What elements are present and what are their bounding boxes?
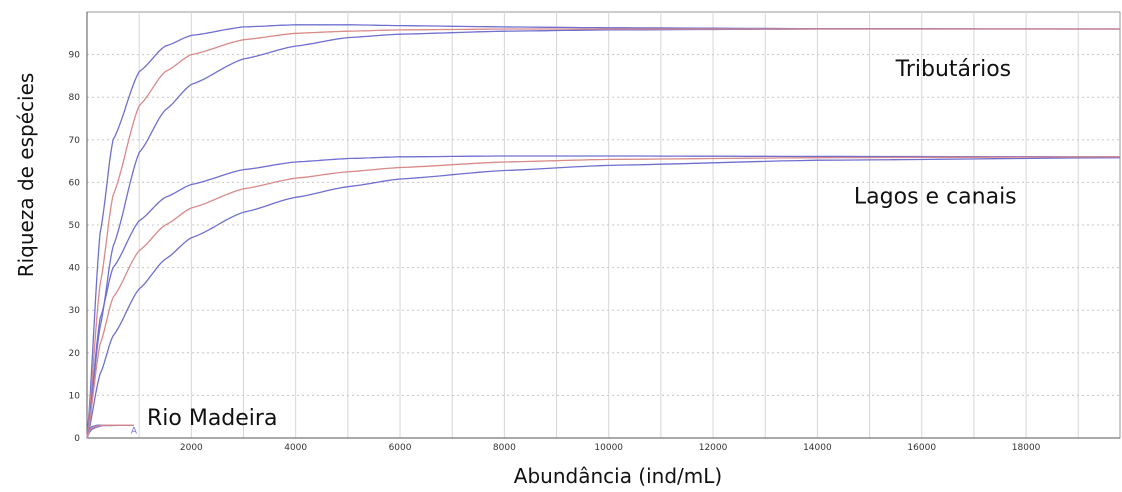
grid <box>86 12 1120 439</box>
series-line-tributarios-lower <box>86 28 1120 439</box>
series-line-lagos-e-canais-lower <box>86 157 1121 439</box>
y-tick-label: 70 <box>69 136 81 146</box>
annotation-lagos-e-canais: Lagos e canais <box>854 185 1017 210</box>
y-tick-label: 0 <box>74 434 80 444</box>
y-tick-label: 90 <box>69 51 81 61</box>
x-tick-label: 4000 <box>284 443 307 453</box>
y-tick-label: 20 <box>69 349 81 359</box>
series-line-tributarios-upper <box>86 24 1120 439</box>
x-tick-label: 2000 <box>180 443 203 453</box>
y-tick-label: 60 <box>69 178 81 188</box>
series-line-rio-madeira-expected <box>86 424 134 439</box>
series-line-lagos-e-canais-expected <box>86 156 1121 439</box>
y-axis-title: Riqueza de espécies <box>14 73 38 278</box>
y-tick-label: 50 <box>69 221 81 231</box>
y-tick-label: 40 <box>69 264 81 274</box>
tick-labels: 2000 4000 6000 8000 10000 12000 14000 16000 1800… <box>69 51 1041 453</box>
x-tick-label: 14000 <box>803 443 832 453</box>
marker-label: A <box>131 426 138 436</box>
series-line-lagos-e-canais-upper <box>86 155 1120 439</box>
x-tick-label: 18000 <box>1012 443 1041 453</box>
y-tick-label: 10 <box>69 391 81 401</box>
y-tick-label: 80 <box>69 93 81 103</box>
y-tick-label: 30 <box>69 306 81 316</box>
series-line-tributarios-expected <box>86 28 1120 439</box>
x-tick-label: 6000 <box>389 443 412 453</box>
x-tick-label: 12000 <box>699 443 728 453</box>
x-tick-label: 10000 <box>594 443 623 453</box>
x-tick-label: 16000 <box>907 443 936 453</box>
annotation-tributarios: Tributários <box>895 57 1011 82</box>
annotations: Tributários Lagos e canais Rio Madeira A <box>131 57 1017 437</box>
x-tick-label: 8000 <box>493 443 516 453</box>
annotation-rio-madeira: Rio Madeira <box>147 406 277 431</box>
x-axis-title: Abundância (ind/mL) <box>514 464 722 488</box>
series-layer <box>86 24 1121 439</box>
